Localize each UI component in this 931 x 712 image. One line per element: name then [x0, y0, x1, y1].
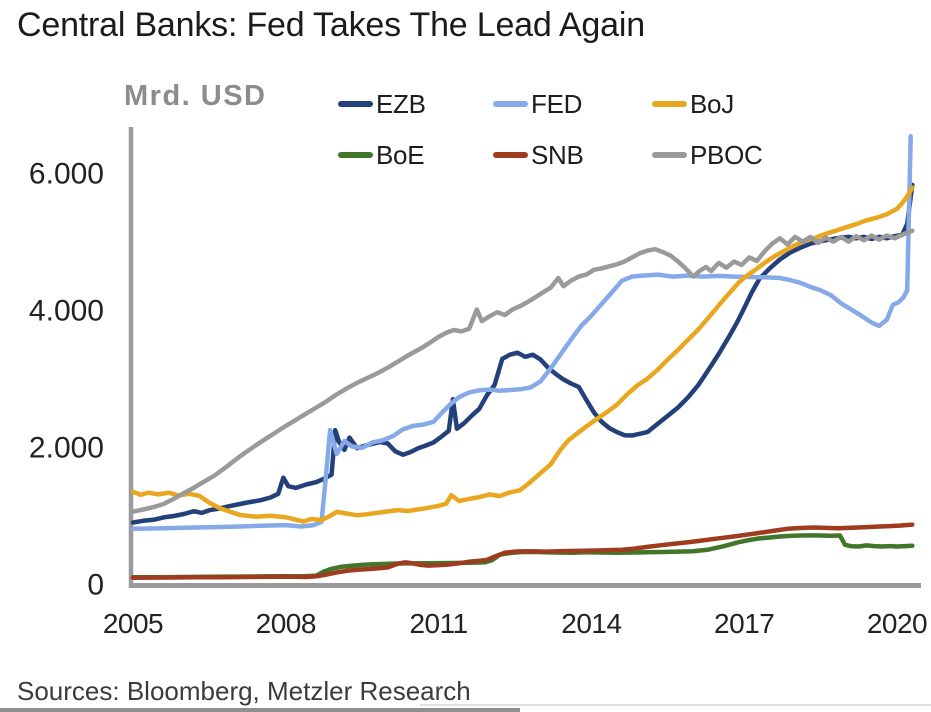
- chart-title: Central Banks: Fed Takes The Lead Again: [17, 6, 645, 44]
- series-line-fed: [130, 133, 913, 531]
- bottom-edge-rule-light: [420, 704, 931, 706]
- bottom-edge-rule-dark: [0, 708, 520, 712]
- source-note: Sources: Bloomberg, Metzler Research: [17, 676, 471, 706]
- series-line-pboc: [130, 228, 915, 514]
- series-line-snb: [130, 522, 915, 580]
- y-tick-label: 6.000: [29, 158, 104, 191]
- series-line-boj: [130, 185, 915, 524]
- x-tick-label: 2011: [409, 608, 467, 639]
- y-tick-label: 2.000: [29, 432, 104, 465]
- x-tick-label: 2014: [561, 608, 621, 639]
- y-tick-label: 0: [87, 569, 104, 602]
- y-axis-unit-label: Mrd. USD: [124, 80, 267, 112]
- series-line-boe: [130, 533, 915, 580]
- x-tick-label: 2020: [867, 608, 927, 639]
- x-tick-label: 2008: [256, 608, 316, 639]
- y-tick-label: 4.000: [29, 295, 104, 328]
- x-tick-label: 2005: [103, 608, 163, 639]
- x-tick-label: 2017: [714, 608, 774, 639]
- series-line-ezb: [130, 182, 915, 525]
